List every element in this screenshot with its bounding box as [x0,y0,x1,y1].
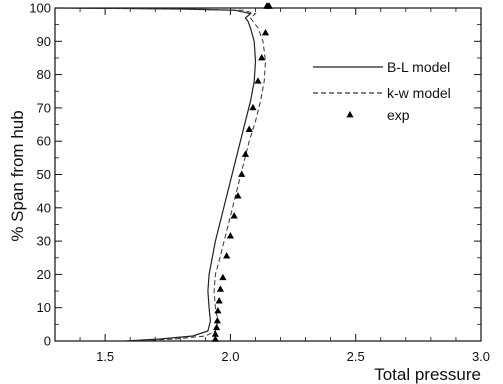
y-tick-label: 80 [37,67,51,82]
legend-label: exp [387,107,410,123]
exp-data-point [211,330,219,337]
exp-data-point [238,170,246,177]
exp-data-point [213,317,221,324]
exp-data-point [213,323,221,331]
series-clip-group [55,7,267,341]
legend-label: B-L model [387,59,450,75]
y-tick-label: 60 [37,134,51,149]
exp-data-point [241,150,250,157]
x-tick-label: 2.0 [221,349,239,364]
x-tick-label: 2.5 [347,349,365,364]
exp-data-point [226,232,235,239]
exp-data-point [258,53,266,61]
exp-data-point [254,77,262,84]
series-line-b-l-model [55,7,257,341]
exp-data-point [261,28,270,36]
exp-data-point [249,103,257,111]
legend-marker-exp [346,111,354,118]
y-tick-label: 90 [37,34,51,49]
legend: B-L model k-w model exp [313,59,451,123]
y-tick-label: 100 [29,1,51,16]
exp-data-point [216,285,224,292]
plot-border [54,7,482,342]
y-tick-label: 20 [37,267,51,282]
exp-data-point [230,212,238,219]
y-tick-label: 40 [37,200,51,215]
series-line-k-w-model [55,7,267,341]
exp-data-point [223,252,231,259]
y-tick-label: 30 [37,234,51,249]
y-tick-label: 0 [44,334,51,349]
exp-data-point [234,192,242,199]
legend-label: k-w model [387,85,451,101]
y-tick-label: 50 [37,167,51,182]
y-tick-label: 70 [37,100,51,115]
y-tick-label: 10 [37,300,51,315]
series-layer [55,2,273,342]
exp-data-point [211,335,219,342]
plot-frame [54,7,482,342]
exp-data-point [214,307,222,314]
y-axis: 0 10 20 30 40 50 60 70 80 90 100 [29,1,481,349]
x-tick-label: 3.0 [472,349,490,364]
exp-data-point [219,273,227,281]
x-axis: 1.5 2.0 2.5 3.0 [79,8,490,364]
exp-data-point [245,125,253,132]
x-tick-label: 1.5 [96,349,114,364]
exp-data-point [215,297,223,304]
x-axis-title: Total pressure [374,365,481,384]
exp-data-point [265,2,273,9]
y-axis-title: % Span from hub [8,110,27,241]
